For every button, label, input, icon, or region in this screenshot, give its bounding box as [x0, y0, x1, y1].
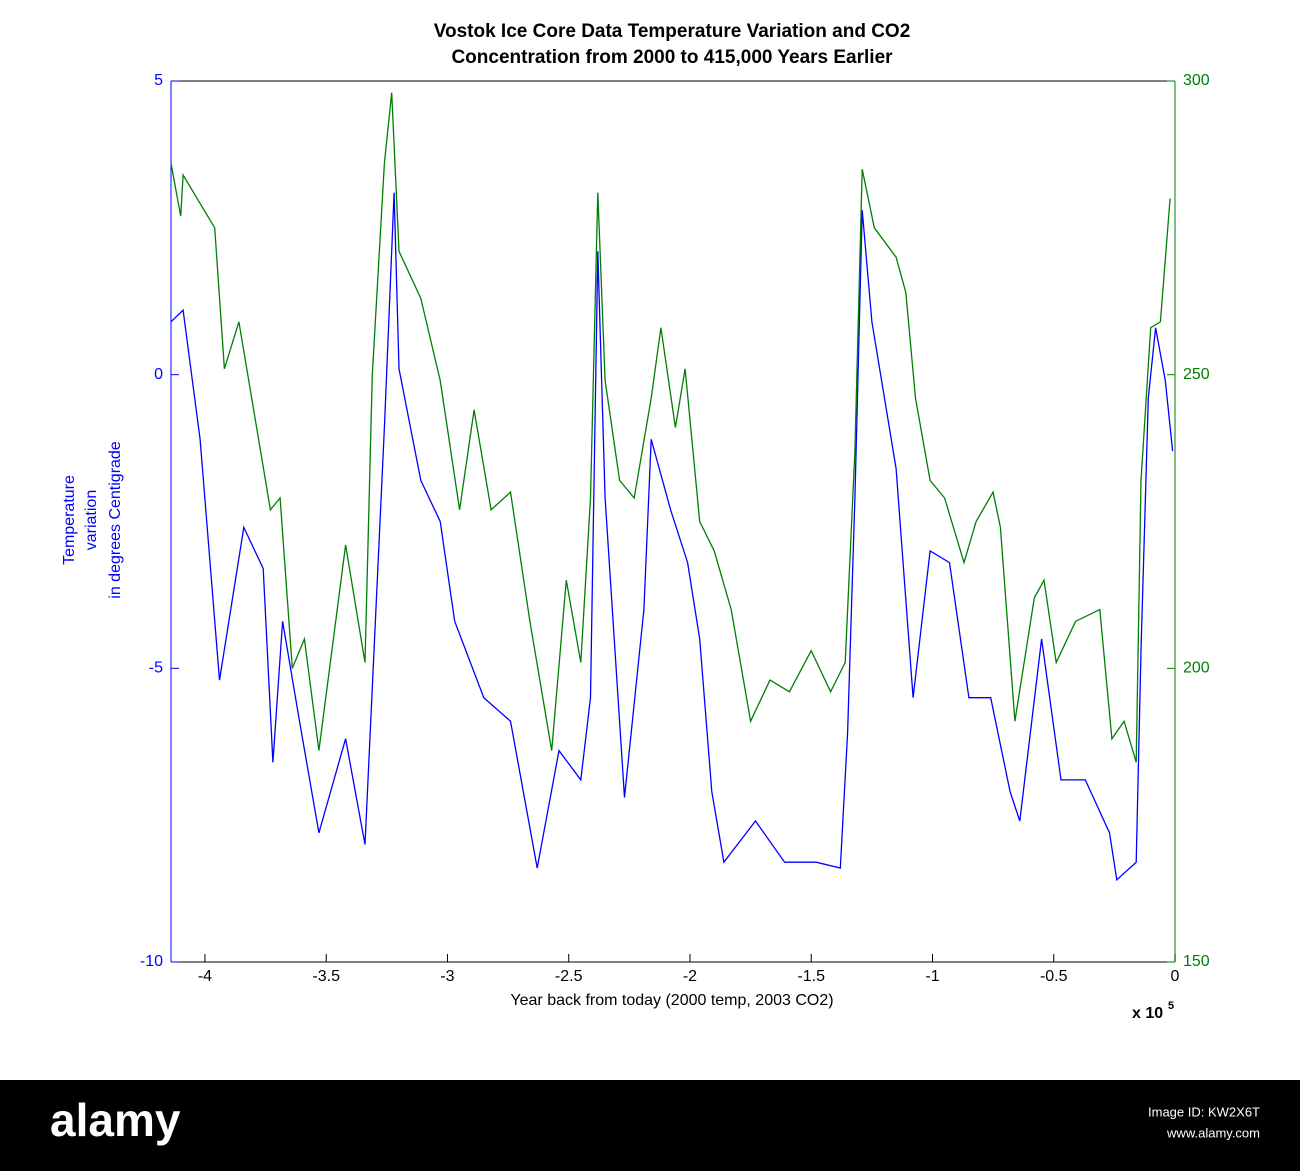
y-axis-label: variation: [83, 490, 100, 550]
y2-tick-label: 300: [1183, 72, 1210, 89]
watermark-banner: [0, 1080, 1300, 1171]
data-line: [170, 192, 1174, 882]
y-tick-label: -5: [149, 660, 163, 677]
x-tick-label: -3.5: [312, 968, 340, 985]
y-tick-label: 5: [154, 72, 163, 89]
x-tick-label: -1.5: [797, 968, 825, 985]
y2-tick-label: 200: [1183, 660, 1210, 677]
x-tick-label: -4: [198, 968, 212, 985]
x-tick-label: -3: [440, 968, 454, 985]
y2-tick-label: 150: [1183, 953, 1210, 970]
watermark-brand: alamy: [50, 1094, 181, 1146]
y-tick-label: -10: [140, 953, 163, 970]
data-line: [170, 92, 1171, 763]
x-axis-label: Year back from today (2000 temp, 2003 CO…: [510, 992, 833, 1009]
x-tick-label: -2: [683, 968, 697, 985]
watermark-id: Image ID: KW2X6T: [1148, 1104, 1260, 1119]
background: [0, 0, 1300, 1080]
chart-title: Vostok Ice Core Data Temperature Variati…: [434, 21, 911, 42]
x-tick-label: -0.5: [1040, 968, 1068, 985]
watermark-site: www.alamy.com: [1166, 1125, 1260, 1140]
x-tick-label: 0: [1171, 968, 1180, 985]
y-tick-label: 0: [154, 366, 163, 383]
x-tick-label: -1: [925, 968, 939, 985]
y2-tick-label: 250: [1183, 366, 1210, 383]
y-axis-label: in degrees Centigrade: [107, 441, 124, 599]
x-axis-exponent: 5: [1168, 1000, 1174, 1012]
chart-title: Concentration from 2000 to 415,000 Years…: [451, 47, 893, 68]
x-tick-label: -2.5: [555, 968, 583, 985]
x-axis-multiplier: x 10: [1132, 1005, 1163, 1022]
y-axis-label: Temperature: [61, 475, 78, 565]
